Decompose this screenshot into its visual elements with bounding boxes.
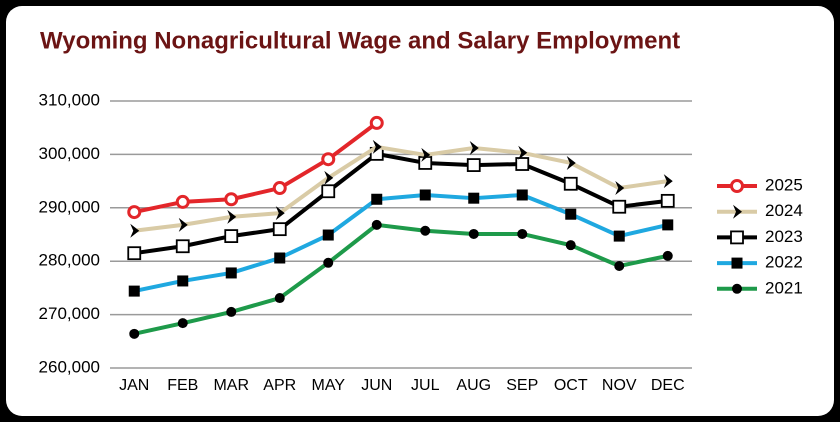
marker (468, 192, 480, 204)
marker (565, 240, 576, 251)
marker (175, 239, 190, 254)
marker (275, 206, 285, 221)
y-tick-label: 260,000 (39, 357, 100, 376)
marker (566, 155, 576, 170)
marker (130, 223, 140, 238)
y-tick-label: 300,000 (39, 144, 100, 163)
x-tick-label: MAR (213, 377, 249, 394)
marker (177, 318, 188, 329)
x-tick-label: JAN (119, 377, 149, 394)
marker (324, 170, 334, 185)
x-tick-label: SEP (506, 377, 538, 394)
marker (177, 275, 189, 287)
marker (469, 140, 479, 155)
marker (321, 184, 336, 199)
marker (420, 225, 431, 236)
x-tick-label: NOV (602, 377, 637, 394)
marker (419, 189, 431, 201)
legend-label: 2025 (765, 175, 803, 194)
marker (515, 157, 530, 171)
x-tick-label: JUL (411, 377, 440, 394)
marker (466, 158, 481, 172)
marker (224, 192, 239, 207)
marker (227, 209, 237, 224)
chart-title: Wyoming Nonagricultural Wage and Salary … (40, 27, 680, 54)
y-tick-label: 290,000 (39, 197, 100, 216)
marker (128, 285, 140, 297)
x-tick-label: DEC (651, 377, 685, 394)
series-line (133, 222, 669, 336)
marker (421, 147, 431, 162)
x-tick-label: MAY (312, 377, 346, 394)
marker (323, 257, 334, 268)
marker (321, 152, 336, 167)
marker (369, 115, 384, 130)
marker (733, 204, 742, 219)
series-line (133, 151, 668, 256)
series-line (133, 121, 378, 215)
marker (662, 219, 674, 231)
marker (615, 181, 625, 196)
marker (274, 293, 285, 304)
marker (563, 176, 578, 191)
marker (731, 257, 743, 269)
legend-label: 2024 (765, 201, 803, 220)
y-tick-label: 270,000 (39, 304, 100, 323)
legend-label: 2021 (765, 278, 803, 297)
x-tick-label: FEB (167, 377, 198, 394)
legend-label: 2023 (765, 227, 803, 246)
marker (129, 328, 140, 339)
marker (127, 205, 142, 220)
series-line (133, 192, 669, 294)
marker (272, 222, 287, 237)
marker (322, 229, 334, 241)
marker (371, 193, 383, 205)
x-tick-label: APR (263, 377, 296, 394)
marker (178, 217, 188, 232)
panel (6, 6, 834, 416)
marker (662, 250, 673, 261)
marker (565, 208, 577, 220)
legend-label: 2022 (765, 253, 803, 272)
marker (371, 219, 382, 230)
x-tick-label: OCT (554, 377, 588, 394)
marker (272, 181, 287, 196)
marker (127, 246, 142, 261)
marker (372, 139, 382, 154)
marker (468, 228, 479, 239)
marker (518, 145, 528, 160)
marker (516, 189, 528, 201)
x-tick-label: JUN (361, 377, 392, 394)
marker (730, 179, 744, 193)
marker (613, 230, 625, 242)
marker (660, 193, 675, 208)
marker (663, 174, 673, 189)
marker (175, 194, 190, 209)
marker (224, 229, 239, 244)
x-tick-label: AUG (456, 377, 491, 394)
y-tick-label: 310,000 (39, 90, 100, 109)
marker (614, 261, 625, 272)
marker (517, 228, 528, 239)
marker (225, 267, 237, 279)
y-tick-label: 280,000 (39, 251, 100, 270)
series-line (134, 144, 669, 233)
marker (274, 252, 286, 264)
marker (612, 199, 627, 214)
marker (732, 283, 742, 294)
marker (226, 306, 237, 317)
marker (730, 230, 744, 245)
